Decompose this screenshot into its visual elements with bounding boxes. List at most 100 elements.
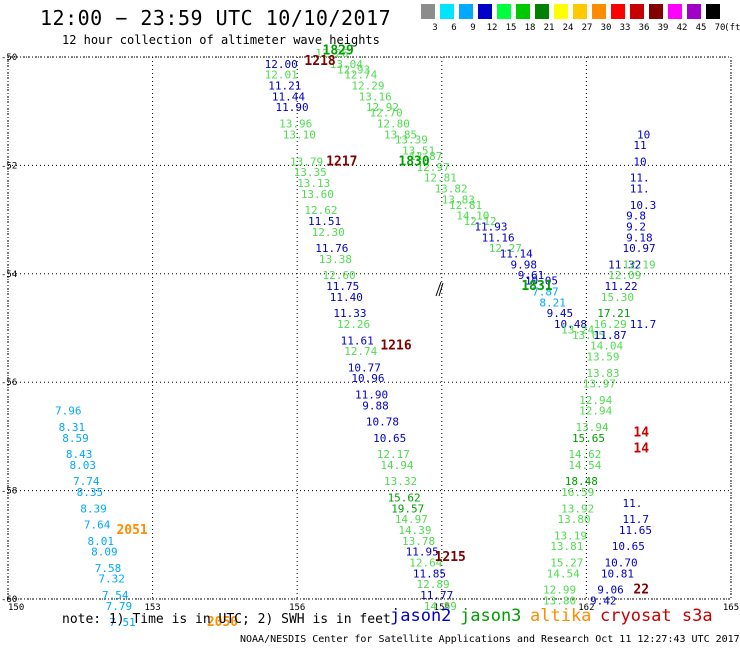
swh-value: 11.21 xyxy=(268,80,301,93)
swh-value: 11.51 xyxy=(308,215,341,228)
swh-value: 8.03 xyxy=(69,459,96,472)
swh-value: 11.33 xyxy=(333,307,366,320)
x-tick-label: 150 xyxy=(8,603,24,613)
swh-value: 12.26 xyxy=(337,318,370,331)
swh-value: 15.65 xyxy=(572,432,605,445)
legend-swatch xyxy=(592,4,606,19)
swh-value: 12.94 xyxy=(579,405,612,418)
swh-value: 10.3 xyxy=(630,199,657,212)
swh-value: 10.65 xyxy=(612,540,645,553)
swh-value: 11. xyxy=(623,497,643,510)
swh-value: 10.70 xyxy=(604,556,637,569)
swh-value: 13.24 xyxy=(561,323,594,336)
swh-value: 12.29 xyxy=(351,80,384,93)
swh-value: 8.39 xyxy=(80,502,107,515)
swh-value: 7.79 xyxy=(106,600,133,613)
legend-label: 12 xyxy=(486,23,498,33)
swh-value: 13.83 xyxy=(586,367,619,380)
legend-label: 15 xyxy=(505,23,517,33)
legend-jason3: jason3 xyxy=(460,606,522,626)
swh-value: 9.42 xyxy=(590,594,617,607)
swh-value: 12.70 xyxy=(370,107,403,120)
swh-value: 9.61 xyxy=(518,269,545,282)
footnote: note: 1) Time is in UTC; 2) SWH is in fe… xyxy=(62,612,391,627)
legend-label: 39 xyxy=(657,23,669,33)
swh-value: 10.97 xyxy=(623,242,656,255)
legend-swatch xyxy=(706,4,720,19)
legend-label: 30 xyxy=(600,23,612,33)
swh-value: 11.22 xyxy=(604,280,637,293)
swh-value: 12.64 xyxy=(409,556,442,569)
orbit-number: 2051 xyxy=(116,523,147,538)
y-tick-label: -52 xyxy=(1,161,17,171)
swh-value: 12.17 xyxy=(377,448,410,461)
legend-label: 9 xyxy=(470,23,476,33)
swh-value: 11.77 xyxy=(420,589,453,602)
swh-value: 13.96 xyxy=(279,117,312,130)
swh-value: 7.64 xyxy=(84,519,111,532)
swh-value: 14.04 xyxy=(590,340,623,353)
legend-swatch xyxy=(649,4,663,19)
swh-value: 19.57 xyxy=(391,502,424,515)
swh-value: 13.32 xyxy=(384,475,417,488)
swh-value: 8.59 xyxy=(62,432,89,445)
swh-value: 11.61 xyxy=(341,334,374,347)
swh-value: 8.21 xyxy=(539,296,566,309)
legend-altika: altika xyxy=(530,606,592,626)
y-tick-label: -54 xyxy=(1,270,17,280)
orbit-number: 14 xyxy=(633,442,649,457)
swh-value: 11.14 xyxy=(500,248,533,261)
legend-swatch xyxy=(440,4,454,19)
swh-value: 13.83 xyxy=(442,193,475,206)
swh-value: 10.77 xyxy=(348,361,381,374)
map-grid xyxy=(7,56,732,600)
legend-swatch xyxy=(478,4,492,19)
legend-label: 45 xyxy=(695,23,707,33)
swh-value: 11.90 xyxy=(355,388,388,401)
swh-value: 8.35 xyxy=(77,486,104,499)
swh-value: 14.54 xyxy=(547,567,580,580)
swh-value: 7.51 xyxy=(109,616,136,629)
orbit-labels: 1829 1830 1831 1218 1217 1216 1215 2051 2050 14 14… xyxy=(116,43,649,630)
swh-value: 13.94 xyxy=(576,421,609,434)
swh-value: 7.32 xyxy=(98,573,125,586)
swh-value: 13.35 xyxy=(294,166,327,179)
legend-swatch xyxy=(630,4,644,19)
x-tick-label: 153 xyxy=(144,603,160,613)
orbit-number: 14 xyxy=(633,425,649,440)
swh-value: 11.85 xyxy=(413,567,446,580)
legend-swatch xyxy=(668,4,682,19)
swh-value: 14.89 xyxy=(424,600,457,613)
legend-swatch xyxy=(516,4,530,19)
swh-value: 12.89 xyxy=(416,578,449,591)
map-title: 12:00 − 23:59 UTC 10/10/2017 xyxy=(40,6,392,30)
swh-value: 11.32 xyxy=(608,258,641,271)
swh-value: 12.87 xyxy=(409,150,442,163)
swh-value: 13.39 xyxy=(395,134,428,147)
orbit-number: 22 xyxy=(633,583,649,598)
ice-marker-icon xyxy=(435,281,444,297)
y-tick-label: -56 xyxy=(1,378,17,388)
legend-swatch xyxy=(535,4,549,19)
swh-value: 11.65 xyxy=(619,524,652,537)
swh-value: 10.96 xyxy=(351,372,384,385)
swh-value: 15.30 xyxy=(601,291,634,304)
swh-value: 12.81 xyxy=(449,199,482,212)
swh-value: 12.74 xyxy=(344,69,377,82)
swh-value: 11.7 xyxy=(630,318,657,331)
legend-label: 70 xyxy=(714,23,726,33)
swh-value: 12.19 xyxy=(623,258,656,271)
swh-value: 13.79 xyxy=(290,155,323,168)
swh-value: 14.94 xyxy=(380,459,413,472)
swh-value: 11.90 xyxy=(276,101,309,114)
swh-value: 12.94 xyxy=(579,394,612,407)
legend-unit: (ft) xyxy=(724,23,740,33)
swh-value: 9.06 xyxy=(597,584,624,597)
swh-value: 13.51 xyxy=(402,145,435,158)
swh-value: 13.85 xyxy=(384,128,417,141)
swh-value: 11.44 xyxy=(272,90,305,103)
swh-value: 13.80 xyxy=(557,513,590,526)
swh-value: 9.98 xyxy=(510,258,537,271)
swh-value: 9.18 xyxy=(626,231,653,244)
swh-value: 9.45 xyxy=(547,307,574,320)
